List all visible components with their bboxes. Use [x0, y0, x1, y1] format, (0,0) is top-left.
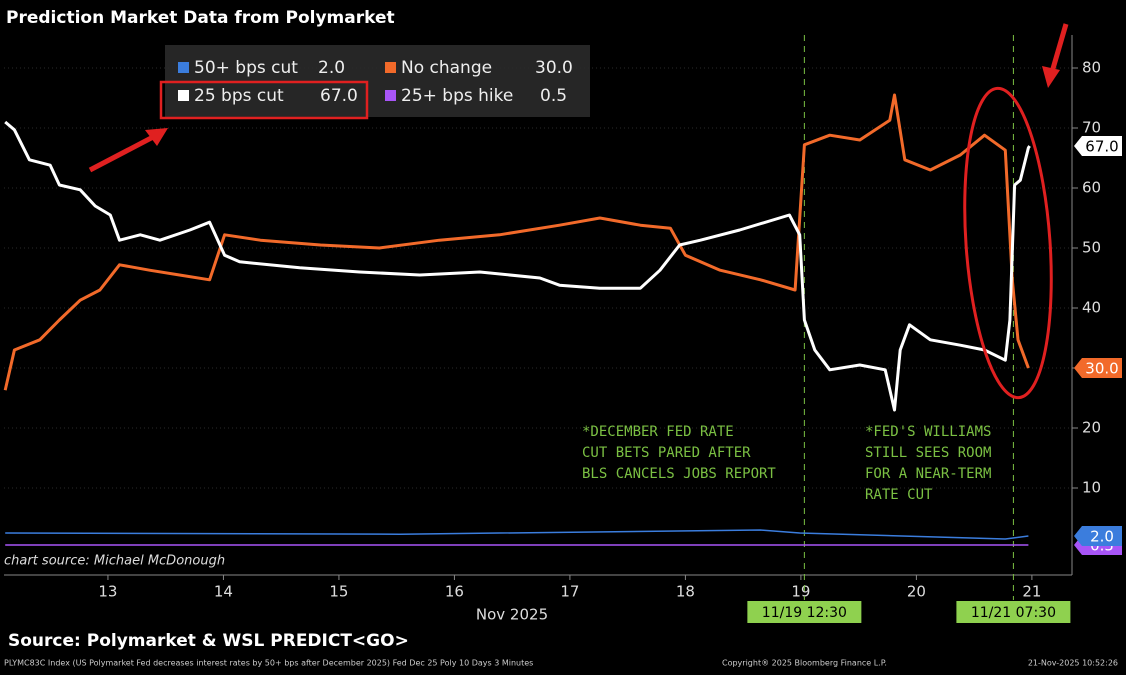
legend-label: 50+ bps cut	[194, 58, 298, 78]
y-tick-label: 60	[1082, 179, 1101, 197]
x-tick-label: 17	[560, 583, 579, 601]
legend-swatch	[385, 62, 396, 73]
legend-label: No change	[401, 58, 492, 78]
event-label-box	[956, 601, 1071, 623]
series-line	[3, 93, 1030, 391]
y-tick-label: 50	[1082, 239, 1101, 257]
plot: 102030405060708013141516171819202111/19 …	[3, 35, 1122, 623]
highlight-ellipse	[963, 86, 1053, 400]
arrow-head	[1042, 66, 1060, 88]
x-tick-label: 13	[98, 583, 117, 601]
legend-label: 25 bps cut	[194, 86, 284, 106]
credit: chart source: Michael McDonough	[4, 554, 225, 569]
value-tag	[1074, 358, 1122, 378]
annotation: STILL SEES ROOM	[865, 445, 991, 461]
event-label-box	[747, 601, 862, 623]
x-tick-label: 14	[214, 583, 233, 601]
legend-label: 25+ bps hike	[401, 86, 513, 106]
value-tag	[1074, 526, 1122, 546]
series-line	[5, 529, 1029, 540]
x-tick-label: 15	[329, 583, 348, 601]
arrow	[1049, 23, 1069, 73]
legend-value: 67.0	[320, 86, 358, 106]
arrow	[88, 133, 157, 173]
annotation: FOR A NEAR-TERM	[865, 466, 991, 482]
event-label: 11/21 07:30	[971, 605, 1056, 621]
legend-value: 0.5	[540, 86, 567, 106]
legend-value: 30.0	[535, 58, 573, 78]
value-tag-label: 30.0	[1085, 360, 1118, 378]
legend-value: 2.0	[318, 58, 345, 78]
y-tick-label: 20	[1082, 419, 1101, 437]
legend-swatch	[178, 90, 189, 101]
footer-left: PLYMC83C Index (US Polymarket Fed decrea…	[4, 659, 533, 668]
x-tick-label: 18	[676, 583, 695, 601]
annotation: CUT BETS PARED AFTER	[582, 445, 751, 461]
x-tick-label: 19	[791, 583, 810, 601]
x-axis-label: Nov 2025	[476, 606, 548, 624]
legend-swatch	[178, 62, 189, 73]
arrow-head	[145, 128, 168, 146]
footer-right: 21-Nov-2025 10:52:26	[1028, 659, 1118, 668]
y-tick-label: 70	[1082, 119, 1101, 137]
y-tick-label: 10	[1082, 479, 1101, 497]
source: Source: Polymarket & WSL PREDICT<GO>	[8, 631, 409, 651]
highlight-box	[159, 80, 369, 120]
x-tick-label: 16	[445, 583, 464, 601]
annotation: *DECEMBER FED RATE	[582, 424, 734, 440]
x-tick-label: 20	[907, 583, 926, 601]
event-label: 11/19 12:30	[762, 605, 847, 621]
footer-center: Copyright® 2025 Bloomberg Finance L.P.	[722, 659, 887, 668]
annotation: RATE CUT	[865, 487, 933, 503]
chart-title: Prediction Market Data from Polymarket	[6, 8, 395, 28]
value-tag-label: 2.0	[1090, 528, 1114, 546]
series-line	[4, 120, 1031, 412]
value-tag	[1074, 136, 1122, 156]
legend-swatch	[385, 90, 396, 101]
y-tick-label: 40	[1082, 299, 1101, 317]
value-tag-label: 67.0	[1085, 138, 1118, 156]
annotation: *FED'S WILLIAMS	[865, 424, 991, 440]
x-tick-label: 21	[1022, 583, 1041, 601]
y-tick-label: 80	[1082, 59, 1101, 77]
annotation: BLS CANCELS JOBS REPORT	[582, 466, 776, 482]
